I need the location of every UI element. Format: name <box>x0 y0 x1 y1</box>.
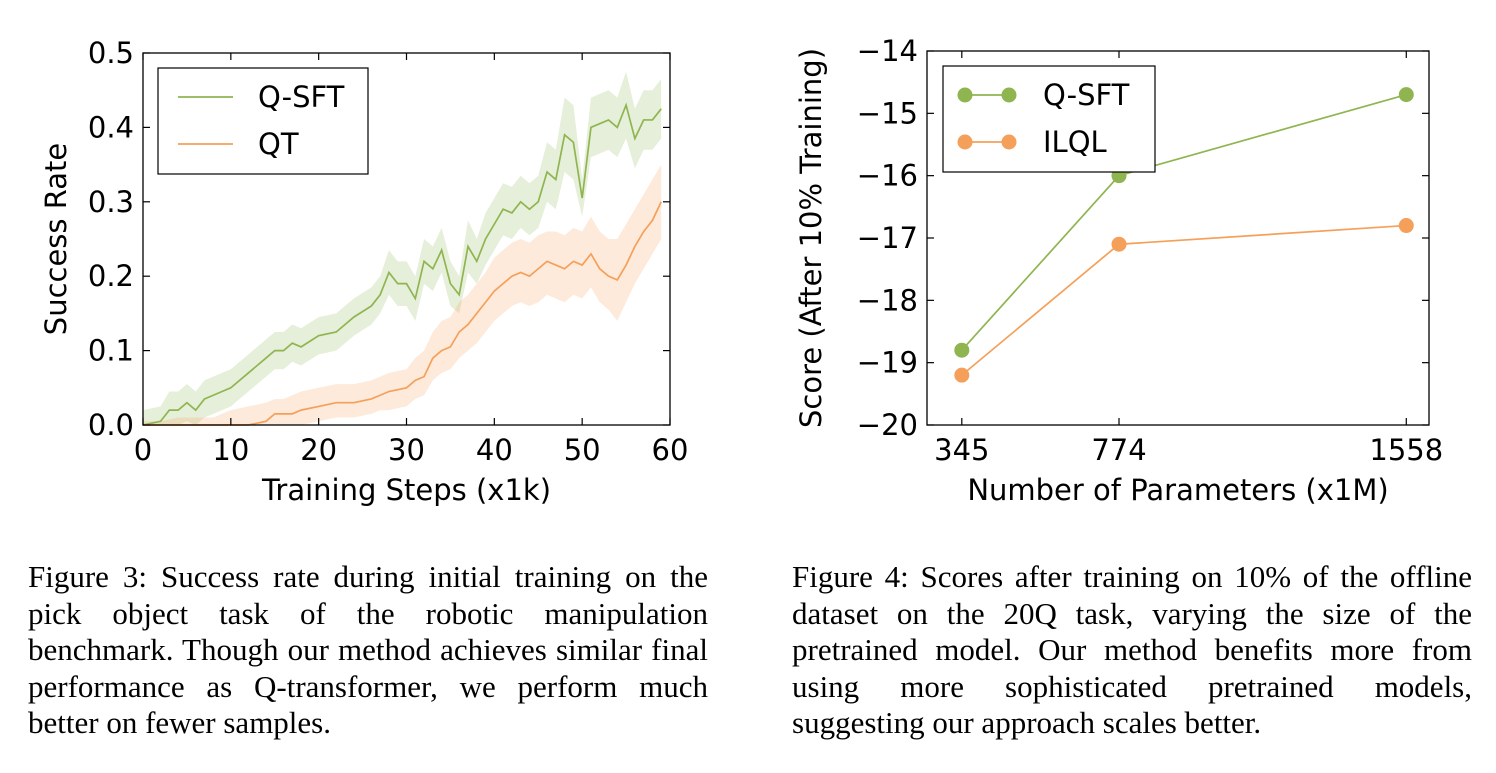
ilql-point <box>1398 218 1414 234</box>
y-tick-label: −15 <box>857 96 918 130</box>
x-tick-label: 1558 <box>1369 433 1443 467</box>
y-tick-label: 0.1 <box>88 334 134 368</box>
y-axis-label: Success Rate <box>39 143 73 335</box>
ilql-line <box>961 224 1407 376</box>
qt-line <box>143 201 662 426</box>
legend-q-sft-label: Q-SFT <box>1043 78 1130 112</box>
y-tick-label: 0.2 <box>88 259 134 293</box>
x-tick-label: 774 <box>1091 433 1146 467</box>
legend-ilql-label: ILQL <box>1043 125 1107 159</box>
x-tick-label: 30 <box>388 433 425 467</box>
x-tick-label: 60 <box>652 433 689 467</box>
ilql-point <box>954 367 970 383</box>
y-tick-label: −17 <box>857 221 918 255</box>
legend-ilql-marker <box>1001 134 1017 150</box>
legend-q-sft-marker <box>957 87 973 103</box>
q-sft-point <box>1398 87 1414 103</box>
legend-box <box>157 67 369 175</box>
q-sft-point <box>954 342 970 358</box>
figure-4-caption: Figure 4: Scores after training on 10% o… <box>792 559 1472 740</box>
legend-q-sft-label: Q-SFT <box>258 80 345 114</box>
score-vs-parameters-chart: 345 774 1558 −20 −19 −18 −17 −16 −15 −14 Number of… <box>794 34 1443 507</box>
y-axis-label: Score (After 10% Training) <box>794 48 828 428</box>
figure-3: 0 10 20 30 40 50 60 0.0 0.1 0.2 0.3 0.4 0.5 Training … <box>28 36 708 740</box>
y-tick-label: −18 <box>857 283 918 317</box>
q-sft-line <box>142 102 662 426</box>
y-tick-label: −14 <box>857 34 918 68</box>
x-tick-label: 20 <box>300 433 337 467</box>
x-tick-label: 10 <box>212 433 249 467</box>
legend-ilql-marker <box>957 134 973 150</box>
figure-3-caption: Figure 3: Success rate during initial tr… <box>28 559 708 740</box>
y-tick-label: 0.4 <box>88 110 134 144</box>
x-tick-label: 345 <box>934 433 989 467</box>
y-tick-label: 0.5 <box>88 36 134 70</box>
y-tick-label: 0.0 <box>88 408 134 442</box>
y-tick-label: 0.3 <box>88 185 134 219</box>
q-sft-confidence-band <box>143 71 662 425</box>
x-tick-label: 40 <box>476 433 513 467</box>
legend-qt-label: QT <box>258 127 299 161</box>
legend-box <box>942 65 1156 173</box>
ilql-point <box>1111 236 1127 252</box>
y-tick-label: −20 <box>857 408 918 442</box>
y-tick-label: −19 <box>857 346 918 380</box>
y-tick-label: −16 <box>857 159 918 193</box>
legend-q-sft-marker <box>1001 87 1017 103</box>
x-axis-label: Training Steps (x1k) <box>261 473 551 507</box>
success-rate-chart: 0 10 20 30 40 50 60 0.0 0.1 0.2 0.3 0.4 0.5 Training … <box>39 36 689 507</box>
x-axis-label: Number of Parameters (x1M) <box>967 473 1388 507</box>
x-tick-label: 0 <box>134 433 152 467</box>
figure-4: 345 774 1558 −20 −19 −18 −17 −16 −15 −14 Number of… <box>748 0 1496 773</box>
x-tick-label: 50 <box>564 433 601 467</box>
qt-confidence-band <box>143 164 662 425</box>
